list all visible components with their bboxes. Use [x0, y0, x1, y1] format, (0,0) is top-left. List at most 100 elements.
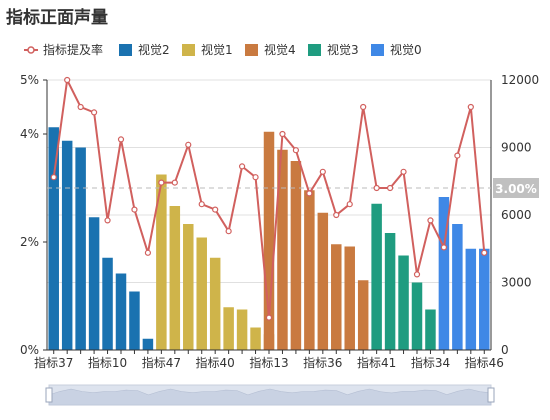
line-point [117, 136, 125, 143]
legend-item-视觉1[interactable]: 视觉1 [182, 42, 233, 57]
legend-item-视觉4[interactable]: 视觉4 [245, 42, 296, 57]
line-point [292, 147, 300, 154]
bar-视觉4 [317, 212, 329, 350]
bar-视觉0 [452, 224, 463, 350]
line-point [77, 103, 84, 111]
bar-视觉2 [129, 291, 140, 350]
legend-label: 视觉4 [264, 42, 296, 57]
legend-item-指标提及率[interactable]: 指标提及率 [24, 42, 103, 57]
bar-视觉4 [290, 161, 302, 350]
legend-swatch [371, 44, 384, 56]
line-point [454, 152, 461, 159]
data-zoom-slider[interactable] [45, 384, 495, 406]
left-axis-tick-label: 4% [20, 127, 39, 141]
legend-marker-icon [27, 46, 35, 54]
left-axis-tick-label: 5% [20, 73, 39, 87]
left-axis-tick-label: 0% [20, 343, 39, 357]
line-point [346, 201, 353, 208]
legend-label: 视觉1 [201, 42, 233, 57]
data-zoom-preview [48, 388, 492, 406]
bar-视觉2 [142, 338, 154, 350]
line-point [171, 179, 178, 186]
line-point [212, 206, 219, 213]
bar-视觉1 [169, 206, 181, 350]
right-axis-tick-label: 3000 [501, 276, 532, 290]
right-axis-tick-label: 6000 [501, 208, 532, 222]
line-point [185, 141, 192, 148]
bar-视觉1 [250, 327, 261, 350]
bar-视觉0 [438, 197, 450, 350]
bar-视觉1 [196, 237, 207, 350]
legend-label: 指标提及率 [43, 42, 103, 57]
bar-视觉1 [183, 224, 194, 350]
bar-视觉3 [425, 309, 436, 350]
reference-line-label: 3.00% [495, 182, 537, 196]
bar-视觉2 [102, 257, 113, 350]
x-axis-tick-label: 指标10 [88, 355, 127, 370]
line-point [360, 103, 367, 111]
line-point [333, 211, 340, 219]
line-point [386, 184, 394, 192]
line-point [158, 179, 165, 186]
legend-swatch [245, 44, 258, 56]
x-axis-tick-label: 指标40 [196, 355, 235, 370]
bar-视觉2 [115, 273, 127, 350]
bar-视觉3 [398, 255, 409, 350]
line-point [413, 271, 421, 278]
x-axis-tick-label: 指标46 [465, 355, 504, 370]
bar-视觉1 [209, 257, 221, 350]
chart-title: 指标正面声量 [6, 8, 108, 28]
legend-label: 视觉3 [327, 42, 359, 57]
line-point [467, 103, 474, 111]
x-axis-tick-label: 指标47 [142, 355, 181, 370]
line-point [373, 184, 380, 192]
bar-视觉0 [479, 248, 490, 350]
line-point [252, 174, 259, 181]
bar-视觉1 [156, 174, 167, 350]
bar-视觉1 [236, 309, 248, 350]
x-axis-tick-label: 指标41 [357, 355, 396, 370]
line-point [104, 217, 111, 224]
right-axis-tick-label: 9000 [501, 141, 532, 155]
legend-item-视觉0[interactable]: 视觉0 [371, 42, 422, 57]
data-zoom-handle-left[interactable] [45, 387, 53, 403]
line-point [400, 168, 407, 175]
line-point [440, 244, 448, 251]
line-point [265, 314, 273, 321]
line-point [90, 109, 98, 116]
bar-视觉4 [331, 244, 342, 350]
bar-视觉2 [88, 217, 100, 350]
bar-视觉1 [223, 307, 234, 350]
bar-视觉4 [263, 131, 275, 350]
data-zoom-handle-right[interactable] [487, 387, 495, 403]
reference-line-badge [493, 178, 539, 198]
x-axis-tick-label: 指标13 [249, 355, 288, 370]
line-point [64, 76, 71, 84]
line-point [427, 217, 434, 224]
line-point [144, 249, 152, 256]
bar-视觉3 [384, 233, 396, 350]
line-point [50, 174, 57, 181]
bar-视觉2 [75, 147, 86, 350]
line-point [481, 249, 488, 256]
line-point [306, 190, 313, 197]
line-point [225, 228, 232, 235]
line-point [131, 206, 138, 213]
line-point [238, 163, 246, 170]
legend-item-视觉2[interactable]: 视觉2 [119, 42, 170, 57]
bar-视觉4 [344, 246, 355, 350]
bar-视觉4 [304, 190, 315, 350]
left-axis-tick-label: 2% [20, 235, 39, 249]
bar-视觉2 [48, 127, 59, 350]
legend-label: 视觉2 [138, 42, 170, 57]
bar-视觉0 [465, 248, 477, 350]
x-axis-tick-label: 指标36 [303, 355, 342, 370]
right-axis-tick-label: 12000 [501, 73, 539, 87]
bar-视觉3 [411, 282, 423, 350]
bar-视觉2 [61, 140, 73, 350]
right-axis-tick-label: 0 [501, 343, 509, 357]
legend-item-视觉3[interactable]: 视觉3 [308, 42, 359, 57]
bar-视觉4 [277, 149, 288, 350]
bar-视觉4 [357, 280, 369, 350]
